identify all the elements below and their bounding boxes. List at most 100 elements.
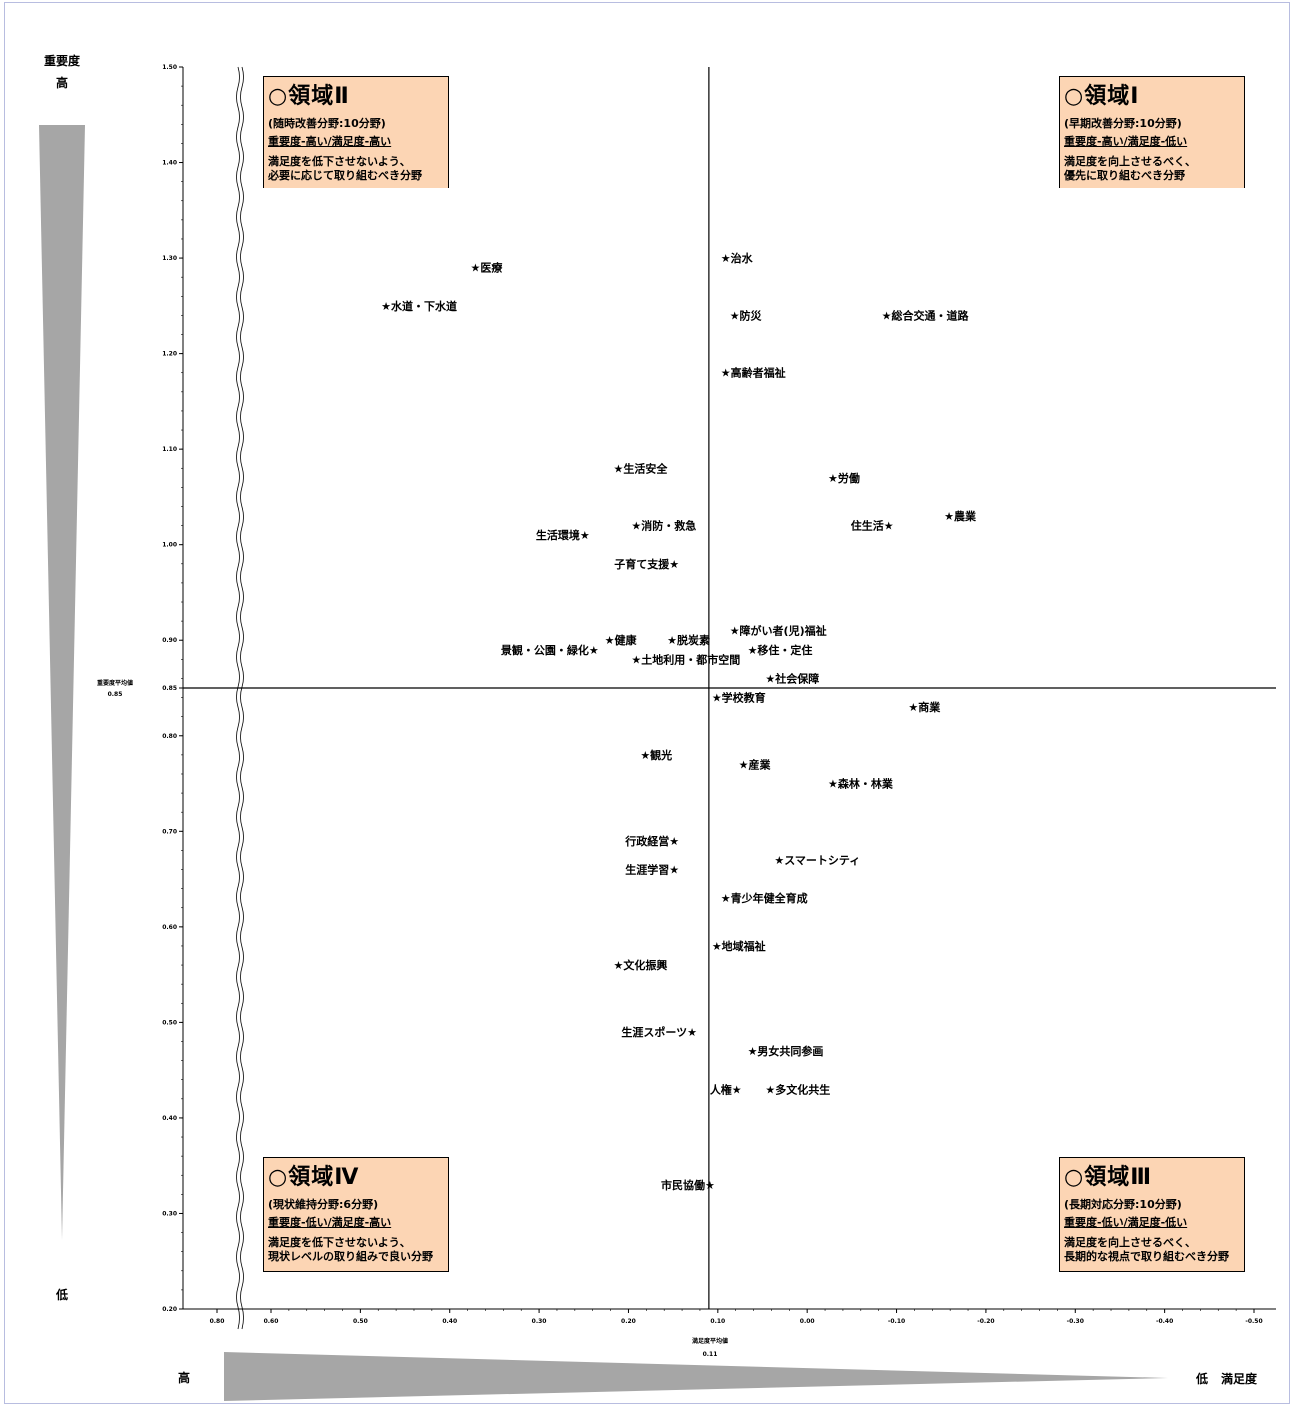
axis-break-line-right [240,66,244,1330]
importance-axis-label: 重要度 [44,54,81,68]
point-27: 生涯学習★ [625,863,679,877]
importance-wedge [39,125,85,1240]
point-2: ★水道・下水道 [381,299,457,313]
point-label: ★健康 [605,633,638,647]
y-tick-label: 0.90 [162,637,177,644]
point-label: ★地域福祉 [712,939,766,953]
point-label: 行政経営★ [624,834,679,848]
point-11: 住生活★ [851,519,894,533]
y-tick-label: 1.40 [162,160,177,167]
axis-break-line-left [236,66,240,1330]
quadrant-1-box: ○領域Ⅰ (早期改善分野:10分野) 重要度-高い/満足度-低い 満足度を向上さ… [1059,76,1245,188]
point-9: ★農業 [944,509,977,523]
axis-ticks: 1.50 1.40 1.30 1.20 1.10 1.00 0.90 0.85 0.80 0.70… [162,64,1262,1325]
x-tick-label: 0.30 [532,1318,547,1325]
point-label: ★高齢者福祉 [721,366,786,380]
x-tick-label: 0.60 [264,1318,279,1325]
point-label: ★労働 [828,471,860,485]
point-label: 人権★ [710,1082,742,1096]
x-tick-label: 0.50 [353,1318,368,1325]
quadrant-4-subtitle: (現状維持分野:6分野) [268,1198,379,1211]
point-label: ★森林・林業 [828,777,894,791]
point-label: 住生活★ [851,519,894,533]
importance-low-label: 低 [56,1288,69,1302]
quadrant-2-condition: 重要度-高い/満足度-高い [268,135,392,148]
point-29: ★青少年健全育成 [721,891,808,905]
y-tick-label: 0.60 [162,924,177,931]
quadrant-1-condition: 重要度-高い/満足度-低い [1064,135,1188,148]
avg-y-value: 0.85 [108,691,123,698]
point-36: 市民協働★ [661,1178,715,1192]
importance-high-label: 高 [56,76,69,90]
x-tick-label: 0.00 [800,1318,815,1325]
quadrant-1-subtitle: (早期改善分野:10分野) [1064,117,1182,130]
point-25: ★森林・林業 [828,777,894,791]
y-tick-label: 0.40 [162,1115,177,1122]
point-label: ★脱炭素 [667,633,710,647]
point-label: ★男女共同参画 [748,1044,824,1058]
point-label: ★観光 [640,748,672,762]
point-label: 子育て支援★ [614,557,679,571]
point-19: ★土地利用・都市空間 [631,652,740,666]
point-5: ★総合交通・道路 [882,308,970,322]
page-frame [4,2,1290,1404]
point-label: ★文化振興 [614,958,668,972]
satisfaction-axis-label: 満足度 [1221,1372,1258,1386]
quadrant-2-title: ○領域Ⅱ [268,84,350,109]
x-tick-label: 0.40 [442,1318,457,1325]
quadrant-2-box: ○領域Ⅱ (随時改善分野:10分野) 重要度-高い/満足度-高い 満足度を低下さ… [263,76,449,188]
point-34: 人権★ [710,1082,742,1096]
quadrant-2-subtitle: (随時改善分野:10分野) [268,117,386,130]
point-label: ★商業 [908,700,941,714]
quadrant-3-title: ○領域Ⅲ [1064,1165,1152,1190]
point-label: 生涯学習★ [625,863,679,877]
quadrant-3-subtitle: (長期対応分野:10分野) [1064,1198,1182,1211]
satisfaction-high-label: 高 [178,1371,191,1385]
point-label: ★医療 [471,261,504,275]
point-24: ★産業 [739,757,772,771]
x-axis-title: 満足度平均値 [692,1337,728,1345]
point-22: ★商業 [908,700,941,714]
x-tick-label: 0.10 [710,1318,725,1325]
y-tick-label: 1.30 [162,255,177,262]
quadrant-3-condition: 重要度-低い/満足度-低い [1064,1216,1188,1229]
quadrant-2-desc-1: 満足度を低下させないよう、 [268,155,411,168]
point-8: ★労働 [828,471,860,485]
point-4: ★防災 [730,308,763,322]
y-tick-label: 1.20 [162,351,177,358]
point-6: ★高齢者福祉 [721,366,786,380]
quadrant-1-desc-2: 優先に取り組むべき分野 [1064,169,1185,182]
x-tick-label: -0.10 [888,1318,905,1325]
point-30: ★地域福祉 [712,939,766,953]
x-tick-label: -0.20 [977,1318,994,1325]
point-31: ★文化振興 [614,958,668,972]
avg-x-value: 0.11 [703,1351,718,1358]
point-label: ★スマートシティ [774,854,860,867]
point-label: ★学校教育 [712,691,766,705]
point-3: ★治水 [721,251,754,265]
point-label: ★水道・下水道 [381,299,457,313]
y-tick-label: 1.50 [162,64,177,71]
quadrant-3-desc-1: 満足度を向上させるべく、 [1064,1236,1196,1249]
satisfaction-wedge [224,1352,1168,1401]
point-label: 生涯スポーツ★ [621,1025,697,1039]
quadrant-4-desc-1: 満足度を低下させないよう、 [268,1236,411,1249]
point-16: ★脱炭素 [667,633,710,647]
y-tick-label: 1.00 [162,542,177,549]
point-label: ★農業 [944,509,977,523]
y-tick-label: 0.30 [162,1210,177,1217]
point-label: ★多文化共生 [765,1082,830,1096]
y-tick-label: 0.50 [162,1019,177,1026]
point-14: ★障がい者(児)福祉 [730,624,827,638]
x-tick-label: -0.50 [1245,1318,1262,1325]
quadrant-1-title: ○領域Ⅰ [1064,84,1140,109]
point-label: ★社会保障 [765,671,819,685]
quadrant-4-title: ○領域Ⅳ [268,1165,360,1190]
x-tick-label: 0.80 [210,1318,225,1325]
point-7: ★生活安全 [614,461,669,475]
average-lines [183,67,1276,1309]
point-label: ★防災 [730,308,763,322]
avg-y-label: 重要度平均値 [97,679,133,687]
y-tick-label: 0.85 [162,685,177,692]
